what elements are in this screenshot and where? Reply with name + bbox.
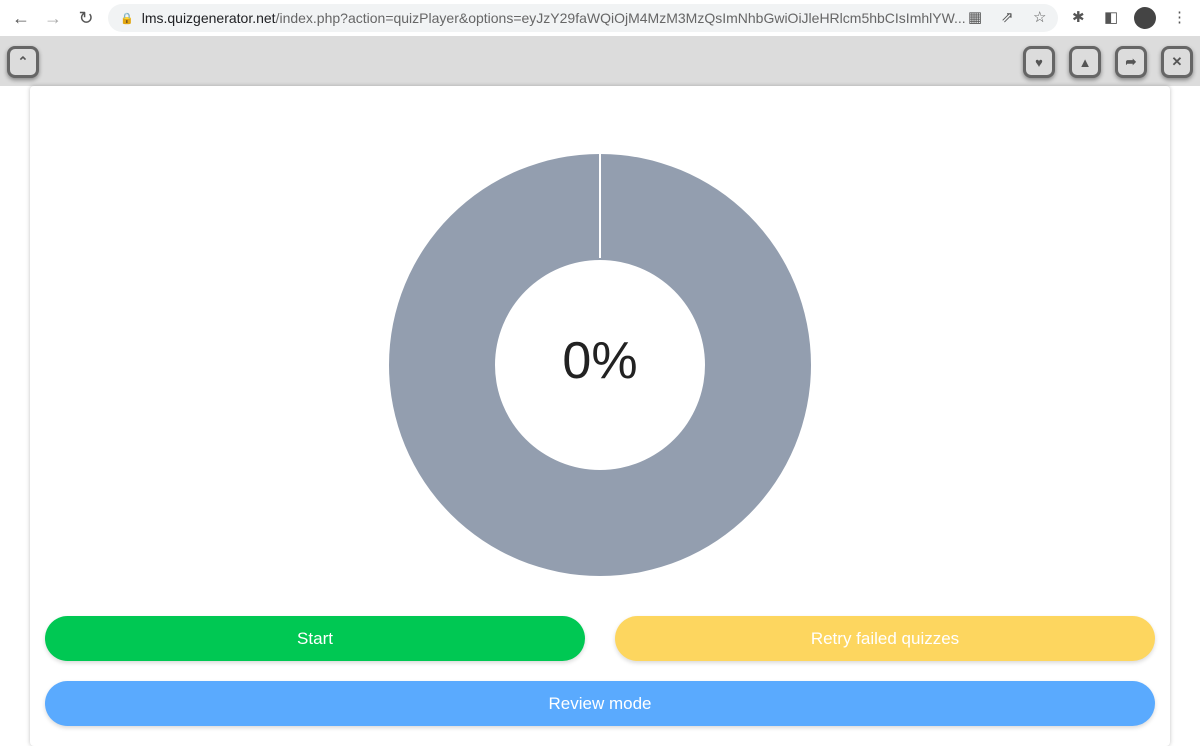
favorite-button[interactable]: ♥: [1023, 46, 1055, 78]
translate-icon[interactable]: ▦: [968, 9, 983, 26]
url-host: lms.quizgenerator.net: [141, 10, 276, 26]
bookmark-star-icon[interactable]: ☆: [1033, 9, 1047, 26]
progress-donut: [389, 154, 811, 576]
start-button[interactable]: Start: [45, 616, 585, 661]
menu-icon[interactable]: ⋮: [1172, 9, 1187, 26]
donut-remaining-slice: [389, 154, 811, 576]
share-page-icon[interactable]: ⇗: [1001, 9, 1014, 26]
lock-icon: 🔒: [120, 12, 134, 25]
heart-icon: ♥: [1035, 54, 1043, 70]
side-panel-icon[interactable]: ◧: [1104, 9, 1119, 26]
quiz-toolbar: ⌃ ♥ ▲ ➦ ✕: [0, 36, 1200, 86]
profile-avatar[interactable]: [1134, 7, 1156, 29]
browser-chrome: ← → ↻ 🔒 lms.quizgenerator.net/index.php?…: [0, 0, 1200, 36]
warning-icon: ▲: [1078, 54, 1092, 70]
retry-failed-button[interactable]: Retry failed quizzes: [615, 616, 1155, 661]
double-chevron-up-icon: ⌃: [17, 54, 29, 69]
extensions-icon[interactable]: ✱: [1072, 9, 1085, 26]
reload-icon[interactable]: ↻: [78, 7, 94, 28]
quiz-card: 0% Start Retry failed quizzes Review mod…: [30, 86, 1170, 746]
back-icon[interactable]: ←: [12, 7, 30, 28]
share-button[interactable]: ➦: [1115, 46, 1147, 78]
forward-icon[interactable]: →: [44, 7, 62, 28]
report-button[interactable]: ▲: [1069, 46, 1101, 78]
close-icon: ✕: [1171, 54, 1183, 69]
collapse-button[interactable]: ⌃: [7, 46, 39, 78]
address-bar[interactable]: 🔒 lms.quizgenerator.net/index.php?action…: [108, 4, 1058, 32]
progress-percent: 0%: [562, 332, 638, 390]
url-path: /index.php?action=quizPlayer&options=eyJ…: [275, 10, 966, 26]
review-mode-button[interactable]: Review mode: [45, 681, 1155, 726]
share-icon: ➦: [1125, 54, 1137, 69]
close-button[interactable]: ✕: [1161, 46, 1193, 78]
